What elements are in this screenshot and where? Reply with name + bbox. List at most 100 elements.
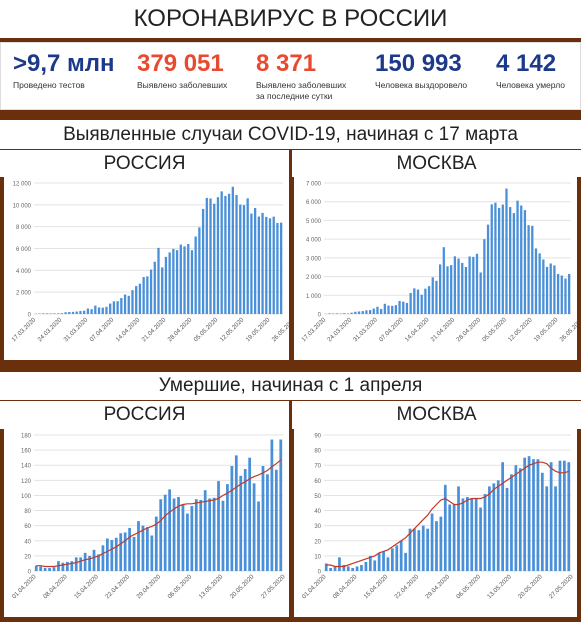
x-tick-label: 24.03.2020 bbox=[36, 316, 63, 343]
bar bbox=[135, 286, 138, 314]
bar bbox=[52, 567, 56, 571]
bar bbox=[365, 310, 368, 314]
bar bbox=[527, 225, 530, 314]
y-tick-label: 120 bbox=[21, 479, 32, 485]
bar bbox=[394, 305, 398, 314]
y-tick-label: 4 000 bbox=[16, 269, 32, 275]
bar bbox=[205, 197, 208, 314]
bar bbox=[523, 457, 527, 571]
bar bbox=[497, 207, 501, 314]
bar bbox=[501, 462, 505, 571]
bar bbox=[391, 305, 394, 314]
x-tick-label: 20.05.2020 bbox=[229, 573, 256, 600]
deaths-section-title-text: Умершие, начиная с 1 апреля bbox=[158, 375, 423, 396]
bar bbox=[179, 244, 182, 314]
bar bbox=[150, 535, 154, 571]
bar bbox=[545, 266, 549, 314]
deaths-section-title: Умершие, начиная с 1 апреля bbox=[0, 372, 581, 400]
bar bbox=[413, 288, 416, 314]
stat-infected-day-label: Выявлено заболевших bbox=[256, 80, 347, 90]
stat-infected-day-label2: за последние сутки bbox=[256, 91, 333, 101]
bar bbox=[453, 256, 457, 314]
bar bbox=[253, 208, 257, 314]
bar bbox=[57, 313, 60, 314]
deaths-moscow-heading: МОСКВА bbox=[292, 401, 581, 429]
bar bbox=[226, 484, 229, 571]
x-tick-label: 14.04.2020 bbox=[114, 316, 141, 343]
y-tick-label: 4 000 bbox=[306, 238, 322, 244]
bar bbox=[355, 566, 359, 571]
bar bbox=[333, 566, 337, 571]
bar bbox=[382, 551, 385, 571]
cases-section-title: Выявленные случаи COVID-19, начиная с 17… bbox=[0, 120, 581, 149]
x-tick-label: 13.05.2020 bbox=[486, 573, 513, 600]
x-tick-label: 28.04.2020 bbox=[455, 316, 482, 343]
page-title-band: КОРОНАВИРУС В РОССИИ bbox=[0, 0, 581, 38]
bar bbox=[208, 498, 212, 571]
bar bbox=[186, 513, 189, 571]
x-tick-label: 05.05.2020 bbox=[481, 316, 508, 343]
y-tick-label: 0 bbox=[28, 313, 32, 319]
bar bbox=[516, 200, 519, 314]
bar bbox=[109, 303, 112, 314]
bar bbox=[217, 481, 220, 571]
bar bbox=[439, 516, 443, 571]
stats-band: >9,7 млн Проведено тестов 379 051 Выявле… bbox=[0, 42, 581, 110]
bar bbox=[505, 487, 509, 571]
bar bbox=[472, 256, 475, 314]
bar bbox=[531, 225, 534, 314]
bar bbox=[243, 469, 247, 571]
bar bbox=[212, 497, 216, 571]
bar bbox=[399, 540, 403, 571]
bar bbox=[146, 276, 149, 314]
x-tick-label: 28.04.2020 bbox=[167, 316, 194, 343]
bar bbox=[527, 456, 531, 571]
stat-deaths-value: 4 142 bbox=[496, 50, 557, 77]
stat-infected-label: Выявлено заболевших bbox=[137, 80, 228, 90]
x-tick-label: 06.05.2020 bbox=[455, 573, 482, 600]
bar bbox=[68, 312, 71, 314]
bar bbox=[146, 527, 149, 571]
stat-deaths-label: Человека умерло bbox=[496, 80, 565, 90]
bar bbox=[431, 277, 434, 314]
chart-deaths-russia-panel: 0 20 40 60 80 100 120 140 160 180 01.04.2020 08.04.… bbox=[4, 429, 289, 617]
bar bbox=[457, 258, 460, 314]
bar bbox=[101, 307, 104, 314]
bar bbox=[377, 552, 381, 571]
bar bbox=[105, 306, 108, 314]
bar bbox=[64, 312, 67, 314]
bar bbox=[379, 309, 383, 314]
x-tick-label: 15.04.2020 bbox=[363, 573, 390, 600]
bar bbox=[390, 548, 394, 571]
stat-deaths: 4 142 Человека умерло bbox=[496, 43, 565, 91]
cases-russia-heading: РОССИЯ bbox=[0, 150, 289, 177]
bar bbox=[199, 499, 203, 571]
bar bbox=[97, 307, 101, 314]
stat-tests-label: Проведено тестов bbox=[13, 80, 85, 90]
cases-russia-heading-text: РОССИЯ bbox=[103, 152, 186, 174]
y-tick-label: 70 bbox=[314, 464, 321, 470]
bar bbox=[181, 504, 185, 571]
bar bbox=[198, 227, 201, 314]
bar bbox=[239, 475, 243, 571]
bar bbox=[568, 273, 571, 314]
bar bbox=[417, 530, 421, 571]
x-tick-label: 19.05.2020 bbox=[533, 316, 560, 343]
bar bbox=[338, 557, 341, 571]
x-tick-label: 08.04.2020 bbox=[332, 573, 359, 600]
bar bbox=[553, 265, 556, 314]
bar bbox=[443, 484, 447, 571]
y-tick-label: 10 000 bbox=[13, 203, 32, 209]
cases-section-title-text: Выявленные случаи COVID-19, начиная с 17… bbox=[63, 123, 518, 145]
bar bbox=[279, 222, 283, 314]
bar bbox=[549, 263, 552, 314]
y-tick-label: 80 bbox=[24, 509, 31, 515]
y-tick-label: 2 000 bbox=[306, 275, 322, 281]
x-tick-label: 26.05.2020 bbox=[271, 316, 289, 343]
bar bbox=[268, 218, 272, 314]
bar bbox=[190, 506, 194, 571]
y-tick-label: 6 000 bbox=[16, 247, 32, 253]
x-tick-label: 29.04.2020 bbox=[135, 573, 162, 600]
bar bbox=[464, 266, 468, 314]
